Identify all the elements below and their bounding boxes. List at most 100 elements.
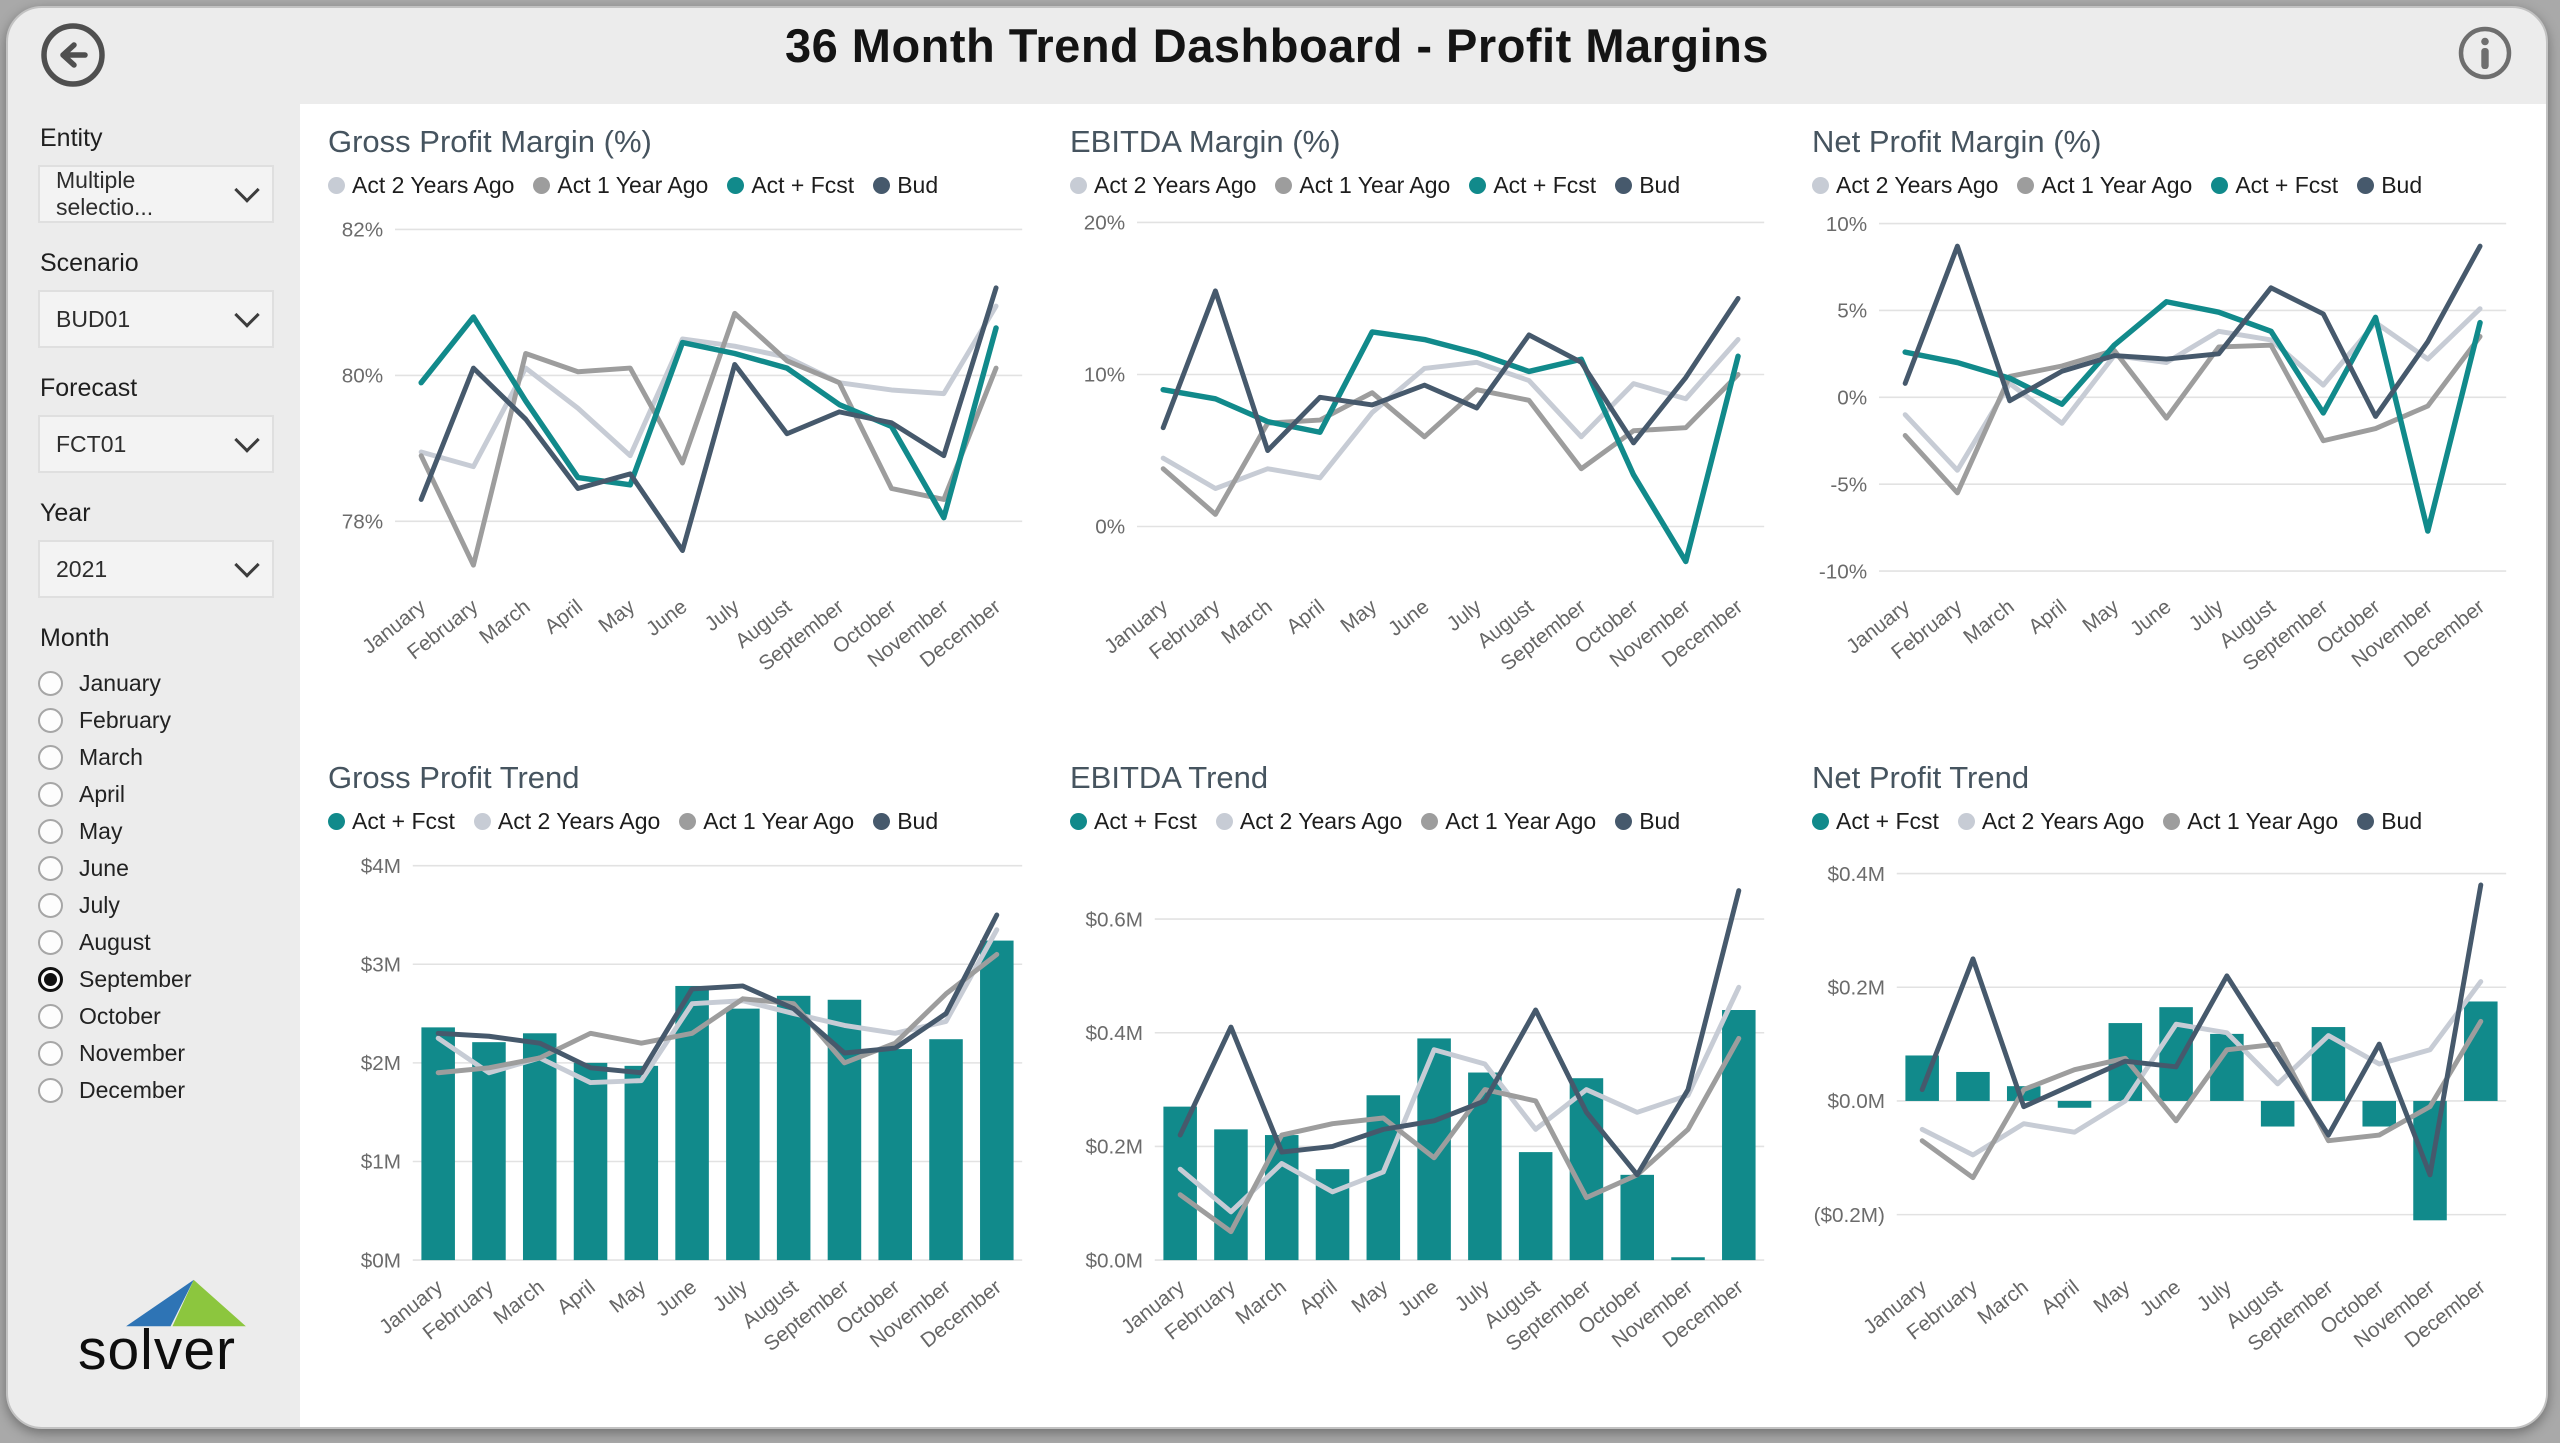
legend-item-act-1-year-ago[interactable]: Act 1 Year Ago [1275, 172, 1450, 199]
bar-october[interactable] [878, 1049, 912, 1261]
month-radio-july[interactable]: July [38, 887, 274, 924]
bar-february[interactable] [1214, 1129, 1248, 1261]
legend-item-act-1-year-ago[interactable]: Act 1 Year Ago [1421, 808, 1596, 835]
filter-sidebar: Entity Multiple selectio... Scenario BUD… [8, 104, 300, 1427]
line-bud[interactable] [1902, 243, 2483, 419]
legend-item-bud[interactable]: Bud [1615, 808, 1680, 835]
legend-item-act-1-year-ago[interactable]: Act 1 Year Ago [2163, 808, 2338, 835]
month-radio-may[interactable]: May [38, 813, 274, 850]
legend-dot-icon [328, 813, 345, 831]
month-radio-february[interactable]: February [38, 702, 274, 739]
line-bud[interactable] [1160, 288, 1741, 453]
solver-logo-text: solver [77, 1318, 237, 1382]
legend-item-bud[interactable]: Bud [1615, 172, 1680, 199]
year-dropdown[interactable]: 2021 [38, 540, 274, 598]
svg-text:June: June [652, 1276, 702, 1322]
month-radio-october[interactable]: October [38, 998, 274, 1035]
legend-item-act-2-years-ago[interactable]: Act 2 Years Ago [1070, 172, 1256, 199]
bar-october[interactable] [2362, 1101, 2396, 1127]
chart-canvas-ebitda-trend[interactable]: $0.6M $0.4M $0.2M $0.0MJanuaryFebruaryMarch… [1068, 841, 1778, 1419]
legend-label: Bud [2381, 172, 2423, 198]
bar-june[interactable] [2159, 1007, 2193, 1102]
chart-panel-gross-profit-trend: Gross Profit Trend Act + Fcst Act 2 Years… [312, 744, 1054, 1419]
legend-dot-icon [1070, 813, 1087, 831]
legend-item-act-1-year-ago[interactable]: Act 1 Year Ago [533, 172, 708, 199]
bar-february[interactable] [472, 1042, 506, 1261]
month-radio-march[interactable]: March [38, 739, 274, 776]
month-radio-august[interactable]: August [38, 924, 274, 961]
legend-item-act-2-years-ago[interactable]: Act 2 Years Ago [328, 172, 514, 199]
legend-item-bud[interactable]: Bud [873, 172, 938, 199]
legend-item-act-fcst[interactable]: Act + Fcst [1812, 808, 1939, 835]
svg-text:($0.2M): ($0.2M) [1814, 1204, 1885, 1227]
back-button[interactable] [38, 20, 108, 90]
legend-item-act-fcst[interactable]: Act + Fcst [2211, 172, 2338, 199]
legend-item-act-fcst[interactable]: Act + Fcst [328, 808, 455, 835]
legend-item-act-2-years-ago[interactable]: Act 2 Years Ago [1957, 808, 2144, 835]
bar-august[interactable] [776, 996, 811, 1261]
bar-april[interactable] [573, 1063, 608, 1261]
bar-january[interactable] [421, 1027, 455, 1261]
legend-item-act-fcst[interactable]: Act + Fcst [1070, 808, 1197, 835]
line-act-2-years-ago[interactable] [1919, 979, 2484, 1158]
bar-november[interactable] [929, 1039, 963, 1261]
line-act-2-years-ago[interactable] [1177, 985, 1742, 1215]
legend-item-act-fcst[interactable]: Act + Fcst [727, 172, 854, 199]
bar-december[interactable] [1722, 1010, 1756, 1261]
line-act-2-years-ago[interactable] [1160, 337, 1741, 491]
legend-item-bud[interactable]: Bud [2357, 172, 2422, 199]
bar-december[interactable] [2464, 1001, 2498, 1102]
line-bud[interactable] [1919, 882, 2484, 1178]
svg-text:$1M: $1M [361, 1151, 401, 1174]
entity-dropdown[interactable]: Multiple selectio... [38, 165, 274, 223]
info-button[interactable] [2456, 24, 2514, 82]
legend-item-act-1-year-ago[interactable]: Act 1 Year Ago [2017, 172, 2192, 199]
line-act-1-year-ago[interactable] [418, 310, 999, 568]
month-radio-january[interactable]: January [38, 665, 274, 702]
bar-september[interactable] [1569, 1078, 1604, 1261]
chart-canvas-net-profit-trend[interactable]: $0.4M $0.2M $0.0M ($0.2M) JanuaryFebruaryMar… [1810, 841, 2520, 1419]
line-bud[interactable] [1177, 888, 1742, 1178]
bar-april[interactable] [2057, 1101, 2092, 1109]
bar-october[interactable] [1620, 1175, 1654, 1261]
line-act-fcst[interactable] [418, 314, 999, 521]
legend-dot-icon [727, 177, 745, 194]
bar-september[interactable] [827, 1000, 862, 1261]
line-bud[interactable] [418, 285, 999, 553]
month-radio-september[interactable]: September [38, 961, 274, 998]
line-act-1-year-ago[interactable] [1177, 1036, 1742, 1235]
bar-august[interactable] [2260, 1101, 2295, 1127]
line-act-1-year-ago[interactable] [1902, 334, 2483, 496]
bar-december[interactable] [980, 941, 1014, 1261]
bar-march[interactable] [522, 1033, 557, 1261]
line-act-1-year-ago[interactable] [435, 952, 1000, 1076]
month-radio-december[interactable]: December [38, 1072, 274, 1109]
legend-item-act-2-years-ago[interactable]: Act 2 Years Ago [1215, 808, 1402, 835]
month-radio-april[interactable]: April [38, 776, 274, 813]
forecast-dropdown[interactable]: FCT01 [38, 415, 274, 473]
legend-item-bud[interactable]: Bud [2357, 808, 2422, 835]
bar-november[interactable] [1671, 1257, 1705, 1261]
svg-text:78%: 78% [342, 511, 383, 534]
bar-august[interactable] [1518, 1152, 1553, 1261]
legend-item-act-2-years-ago[interactable]: Act 2 Years Ago [473, 808, 660, 835]
legend-item-act-fcst[interactable]: Act + Fcst [1469, 172, 1596, 199]
month-radio-group: January February March April May June July Augu… [38, 665, 274, 1109]
legend-item-act-1-year-ago[interactable]: Act 1 Year Ago [679, 808, 854, 835]
bar-may[interactable] [624, 1066, 659, 1261]
scenario-dropdown[interactable]: BUD01 [38, 290, 274, 348]
bar-february[interactable] [1956, 1072, 1990, 1102]
legend-label: Act + Fcst [1493, 172, 1597, 198]
legend-item-act-2-years-ago[interactable]: Act 2 Years Ago [1812, 172, 1998, 199]
month-option-label: August [79, 929, 151, 955]
line-act-1-year-ago[interactable] [1919, 1019, 2484, 1181]
line-bud[interactable] [435, 912, 1000, 1076]
bar-july[interactable] [726, 1009, 760, 1261]
month-radio-november[interactable]: November [38, 1035, 274, 1072]
month-radio-june[interactable]: June [38, 850, 274, 887]
legend-item-bud[interactable]: Bud [873, 808, 938, 835]
